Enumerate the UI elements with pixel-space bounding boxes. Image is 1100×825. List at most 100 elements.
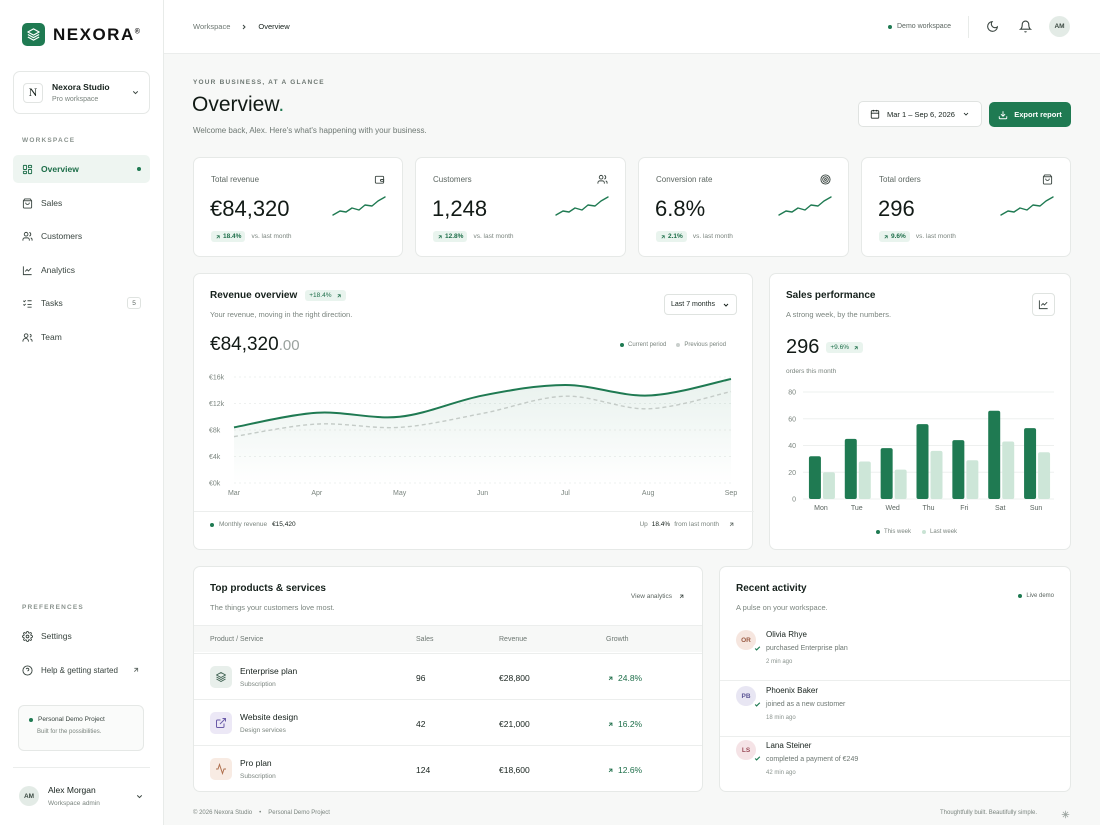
demo-workspace-label: Demo workspace <box>897 23 952 30</box>
chart-options-button[interactable] <box>1032 293 1055 316</box>
arrow-up-right-icon <box>134 667 139 672</box>
card-subtitle: Your revenue, moving in the right direct… <box>210 310 353 319</box>
avatar: PB <box>736 686 756 706</box>
area-current-period <box>234 378 731 483</box>
x-tick-label: Sat <box>995 505 1006 512</box>
chevron-down-icon <box>132 91 139 95</box>
x-tick-label: Wed <box>886 505 900 512</box>
card-subtitle: A pulse on your workspace. <box>736 603 828 612</box>
range-select-value: Last 7 months <box>671 301 715 308</box>
x-tick-label: Aug <box>642 490 655 497</box>
workspace-name: Nexora Studio <box>52 82 110 92</box>
check-badge-icon <box>753 700 761 708</box>
export-report-button[interactable]: Export report <box>989 102 1071 127</box>
help-circle-icon <box>22 664 33 676</box>
product-name: Enterprise plan <box>240 666 298 676</box>
table-row[interactable]: Website design Design services 42 €21,00… <box>194 699 702 745</box>
activity-item[interactable]: LS Lana Steiner completed a payment of €… <box>720 737 1070 791</box>
chevron-right-icon <box>243 24 247 29</box>
sidebar-item-overview[interactable]: Overview <box>13 155 150 183</box>
pulse-icon <box>210 758 232 780</box>
x-tick-label: May <box>393 490 407 497</box>
top-bar: Workspace Overview Demo workspace AM <box>164 0 1100 54</box>
wallet-icon <box>374 175 385 184</box>
card-title: Top products & services <box>210 583 326 594</box>
sidebar-item-help[interactable]: Help & getting started <box>13 656 150 684</box>
breadcrumb-current: Overview <box>258 22 290 31</box>
y-tick-label: 20 <box>788 470 796 477</box>
table-row[interactable]: Enterprise plan Subscription 96 €28,800 … <box>194 653 702 699</box>
product-revenue: €18,600 <box>499 765 530 775</box>
product-growth: 12.6% <box>607 765 642 775</box>
legend-previous: Previous period <box>684 342 727 348</box>
brand-name: NEXORA <box>53 24 135 44</box>
product-sales: 42 <box>416 719 426 729</box>
x-tick-label: Mar <box>228 490 241 497</box>
brand-logo[interactable]: NEXORA® <box>22 23 141 46</box>
sidebar-item-settings[interactable]: Settings <box>13 622 150 650</box>
bag-icon <box>1042 174 1053 185</box>
avatar[interactable]: AM <box>1049 16 1070 37</box>
footer-tagline: Thoughtfully built. Beautifully simple. <box>940 810 1038 816</box>
page-eyebrow: YOUR BUSINESS, AT A GLANCE <box>193 79 325 86</box>
bell-icon[interactable] <box>1019 20 1032 33</box>
active-dot <box>137 167 141 171</box>
orders-value: 296 <box>786 336 820 358</box>
x-tick-label: Fri <box>960 505 969 512</box>
section-label-workspace: WORKSPACE <box>22 137 76 144</box>
x-tick-label: Sep <box>725 490 738 497</box>
range-select[interactable]: Last 7 months <box>664 294 737 315</box>
bar-last-week <box>858 461 871 499</box>
orders-growth-value: +9.6% <box>830 344 849 351</box>
sidebar-item-customers[interactable]: Customers <box>13 222 150 250</box>
tasks-count-badge: 5 <box>127 297 141 309</box>
arrow-up-right-icon <box>438 234 442 239</box>
users-icon <box>597 174 608 184</box>
activity-name: Phoenix Baker <box>766 686 819 695</box>
product-growth-value: 16.2% <box>618 719 643 729</box>
kpi-label: Customers <box>433 175 472 184</box>
live-demo-indicator: Live demo <box>1018 593 1054 599</box>
moon-icon[interactable] <box>986 20 999 33</box>
date-range-picker[interactable]: Mar 1 – Sep 6, 2026 <box>858 101 982 127</box>
activity-item[interactable]: PB Phoenix Baker joined as a new custome… <box>720 681 1070 737</box>
activity-action: joined as a new customer <box>766 701 846 708</box>
product-name: Website design <box>240 712 298 722</box>
page-title-dot: . <box>278 93 285 116</box>
view-analytics-link[interactable]: View analytics <box>631 593 685 600</box>
arrow-up-right-icon <box>854 345 858 350</box>
bar-this-week <box>880 448 893 499</box>
breadcrumb-workspace[interactable]: Workspace <box>193 22 231 31</box>
kpi-label: Total orders <box>879 175 921 184</box>
sidebar-item-label: Analytics <box>41 265 76 275</box>
growth-summary-value: 18.4% <box>651 521 671 528</box>
monthly-revenue-summary: Monthly revenue €15,420 <box>210 521 296 528</box>
table-row[interactable]: Pro plan Subscription 124 €18,600 12.6% <box>194 745 702 791</box>
activity-item[interactable]: OR Olivia Rhye purchased Enterprise plan… <box>720 625 1070 681</box>
y-tick-label: €8k <box>209 428 221 435</box>
sidebar-item-sales[interactable]: Sales <box>13 189 150 217</box>
product-type: Subscription <box>240 773 276 780</box>
bar-this-week <box>808 456 821 499</box>
x-tick-label: Sun <box>1030 505 1043 512</box>
workspace-plan: Pro workspace <box>52 96 99 103</box>
divider <box>194 511 754 512</box>
sidebar-item-tasks[interactable]: Tasks 5 <box>13 289 150 317</box>
status-dot <box>1018 594 1023 598</box>
sidebar-item-label: Team <box>41 332 62 342</box>
chevron-down-icon <box>963 112 969 116</box>
sparkline <box>555 196 609 216</box>
sidebar-item-team[interactable]: Team <box>13 323 150 351</box>
chart-icon <box>22 265 32 275</box>
avatar: OR <box>736 630 756 650</box>
sidebar-item-analytics[interactable]: Analytics <box>13 256 150 284</box>
top-products-card: Top products & services The things your … <box>193 566 703 792</box>
sparkline <box>778 196 832 216</box>
user-menu[interactable]: AM Alex Morgan Workspace admin <box>13 767 150 824</box>
product-type: Design services <box>240 727 286 734</box>
delta-note: vs. last month <box>692 233 733 240</box>
kpi-card-conversion: Conversion rate 6.8% 2.1% vs. last month <box>638 157 849 257</box>
y-tick-label: €4k <box>209 454 221 461</box>
footer-copyright: © 2026 Nexora Studio <box>193 810 253 816</box>
workspace-switcher[interactable]: N Nexora Studio Pro workspace <box>13 71 150 114</box>
